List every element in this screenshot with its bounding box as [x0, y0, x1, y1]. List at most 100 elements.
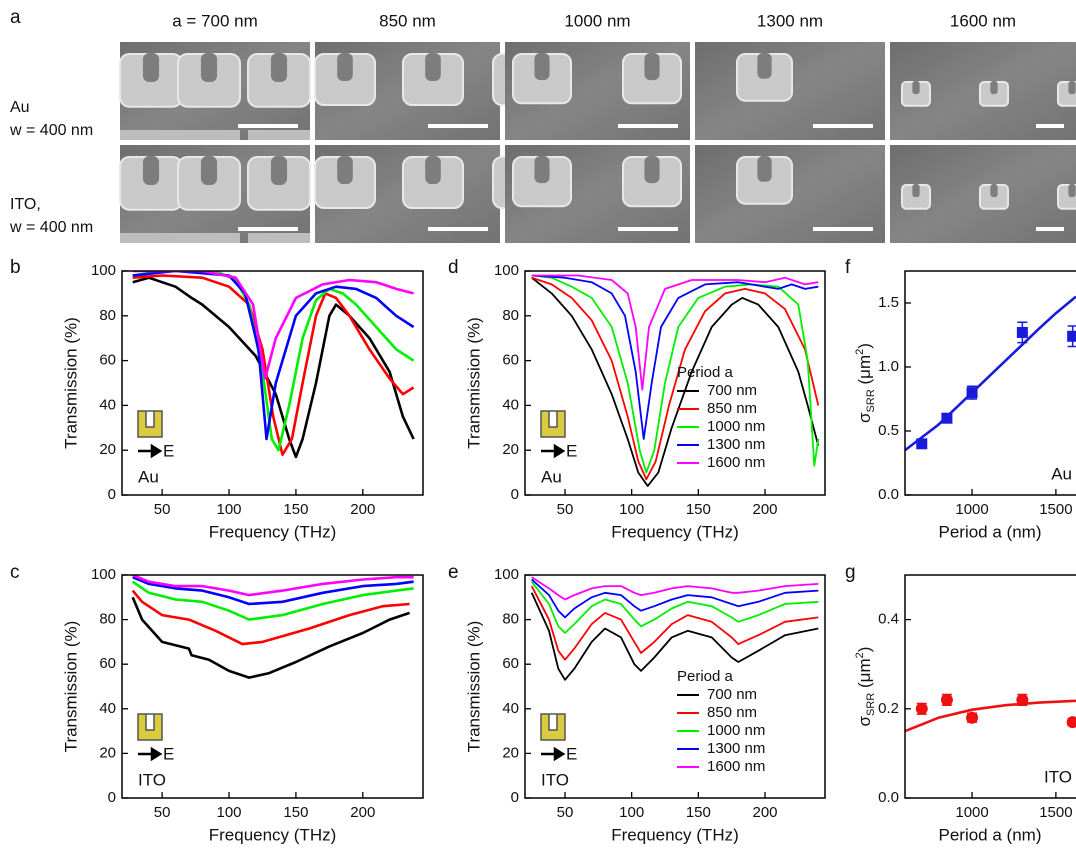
y-axis-label-part: SRR [865, 693, 877, 716]
u-structure [248, 130, 310, 140]
x-axis-label: Frequency (THz) [209, 522, 337, 541]
scale-bar [428, 227, 488, 231]
x-tick-label: 200 [350, 804, 375, 821]
axes-frame [904, 270, 1076, 496]
x-tick-label: 200 [350, 501, 375, 518]
y-tick-label: 1.0 [878, 358, 899, 375]
field-label: E [163, 744, 174, 763]
x-tick-label: 100 [217, 804, 242, 821]
y-tick-label: 80 [502, 611, 519, 628]
u-slot [142, 53, 160, 82]
series-line [132, 271, 415, 441]
series-line [132, 575, 414, 597]
u-structure [178, 130, 240, 140]
y-axis-label: Transmission (%) [61, 621, 80, 753]
y-tick-label: 100 [494, 262, 519, 279]
x-tick-label: 50 [557, 501, 574, 518]
x-tick-label: 150 [283, 501, 308, 518]
scale-bar [813, 227, 873, 231]
column-header: 1300 nm [757, 11, 823, 30]
series-line [132, 271, 414, 380]
u-slot [1068, 184, 1076, 198]
series-line [131, 589, 410, 646]
panel-label: b [10, 257, 21, 278]
y-axis-label-part: 2 [854, 652, 866, 658]
u-structure [120, 130, 182, 140]
y-tick-label: 0 [511, 789, 519, 806]
u-icon [540, 410, 566, 438]
row-label: w = 400 nm [9, 122, 93, 139]
u-slot [912, 81, 920, 95]
panel-label: e [448, 562, 459, 583]
y-axis-label: Transmission (%) [61, 317, 80, 449]
y-tick-label: 0.2 [878, 700, 899, 717]
u-slot [425, 53, 441, 82]
scale-bar [618, 124, 678, 128]
x-tick-label: 50 [154, 804, 171, 821]
panel-label: a [10, 7, 21, 28]
u-slot [644, 53, 660, 81]
data-point [1016, 693, 1029, 706]
material-label: ITO [138, 770, 166, 789]
y-tick-label: 20 [502, 744, 519, 761]
u-slot [990, 81, 998, 95]
data-point [940, 693, 953, 706]
series-line [132, 575, 414, 606]
series-line [530, 592, 819, 681]
y-axis-label-part: σ [855, 412, 874, 423]
legend-title: Period a [677, 364, 734, 381]
u-icon [137, 713, 163, 741]
y-axis-label-part: σ [855, 715, 874, 726]
x-tick-label: 150 [283, 804, 308, 821]
scale-bar [238, 124, 298, 128]
fit-line [905, 699, 1076, 733]
data-point [915, 702, 928, 715]
legend-label: 1300 nm [707, 436, 765, 453]
data-point [1066, 716, 1076, 729]
u-slot [270, 156, 288, 185]
series-line [132, 276, 415, 459]
axes-frame [524, 270, 826, 496]
scale-bar [428, 124, 488, 128]
legend-label: 1300 nm [707, 740, 765, 757]
u-slot [534, 53, 550, 81]
data-point [916, 438, 928, 450]
y-tick-label: 60 [502, 655, 519, 672]
y-tick-label: 40 [99, 700, 116, 717]
u-slot [337, 53, 353, 82]
legend-label: 1600 nm [707, 758, 765, 775]
legend-title: Period a [677, 668, 734, 685]
data-point [1016, 326, 1028, 338]
y-axis-label: Transmission (%) [464, 317, 483, 449]
y-axis-label-part: (μm [855, 658, 874, 692]
y-tick-label: 0.4 [878, 611, 899, 628]
u-slot [912, 184, 920, 198]
scale-bar [618, 227, 678, 231]
plot-area [905, 693, 1076, 733]
y-tick-label: 20 [502, 441, 519, 458]
plot-area [530, 576, 819, 681]
series-line [531, 576, 819, 601]
y-tick-label: 40 [502, 396, 519, 413]
x-axis-label: Period a (nm) [939, 522, 1042, 541]
scale-bar [813, 124, 873, 128]
y-tick-label: 100 [494, 566, 519, 583]
u-slot [200, 156, 218, 185]
series-line [530, 585, 819, 661]
series-line [131, 596, 411, 679]
x-tick-label: 150 [686, 501, 711, 518]
u-slot [425, 156, 441, 185]
y-tick-label: 0.5 [878, 422, 899, 439]
legend-label: 1000 nm [707, 418, 765, 435]
x-tick-label: 100 [217, 501, 242, 518]
y-tick-label: 40 [99, 396, 116, 413]
y-tick-label: 80 [502, 307, 519, 324]
fit-line [905, 295, 1076, 452]
y-axis-label: σSRR (μm2) [854, 343, 877, 423]
u-structure [248, 233, 310, 243]
x-tick-label: 200 [752, 804, 777, 821]
u-slot [644, 156, 660, 184]
u-slot [757, 156, 772, 182]
x-axis-label: Frequency (THz) [611, 825, 739, 844]
scale-bar [1036, 227, 1064, 231]
